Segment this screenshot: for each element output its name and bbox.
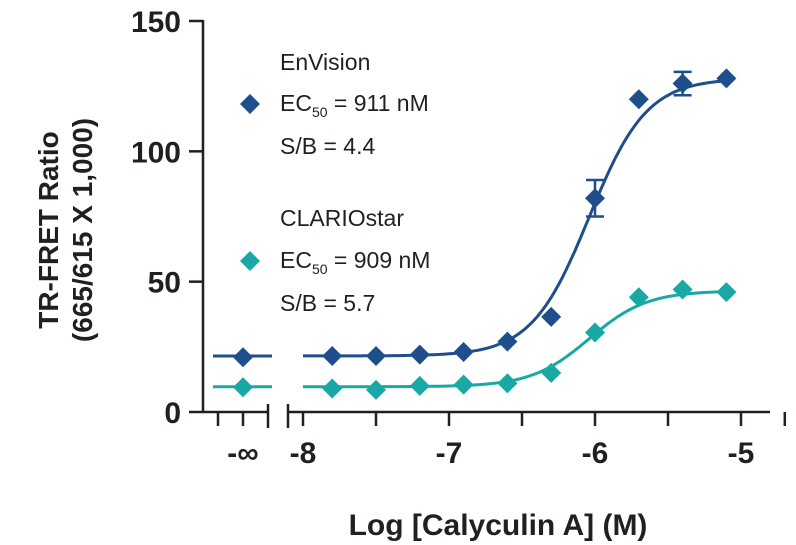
x-tick-label: -7 <box>436 437 463 470</box>
legend-series-name-envision: EnVision <box>280 49 370 75</box>
data-point-envision <box>322 345 343 366</box>
y-tick-label: 0 <box>164 397 181 430</box>
data-points <box>233 68 737 400</box>
x-tick-label-neg-infinity: -∞ <box>227 437 258 470</box>
data-point-zero-envision <box>233 347 253 368</box>
x-tick-label: -6 <box>582 437 609 470</box>
tick-labels: 0 50 100 150 -8 -7 -6 -5 -∞ <box>131 6 754 470</box>
x-tick-label: -5 <box>728 437 755 470</box>
data-point-clariostar <box>585 322 605 343</box>
legend-marker-envision <box>240 94 260 114</box>
data-point-clariostar <box>366 379 386 400</box>
legend-ec50-sub-clariostar: 50 <box>312 261 328 277</box>
data-point-envision <box>497 331 518 352</box>
legend-marker-clariostar <box>240 251 260 271</box>
legend-diamond-envision <box>240 94 260 114</box>
legend-sb-clariostar: S/B = 5.7 <box>280 290 375 316</box>
x-tick-label: -8 <box>290 437 317 470</box>
legend: EnVision EC50 = 911 nM S/B = 4.4 CLARIOs… <box>240 49 430 316</box>
legend-ec50-label-envision: EC <box>280 90 312 116</box>
legend-ec50-value-clariostar: = 909 nM <box>328 247 431 273</box>
data-point-envision <box>628 89 649 110</box>
data-point-envision <box>672 73 693 94</box>
data-point-clariostar <box>497 373 518 394</box>
legend-series-name-clariostar: CLARIOstar <box>280 205 404 231</box>
y-tick-label: 150 <box>131 6 181 39</box>
data-point-envision <box>716 68 737 89</box>
y-axis-title: TR-FRET Ratio (665/615 X 1,000) <box>33 118 98 342</box>
legend-ec50-sub-envision: 50 <box>312 104 328 120</box>
data-point-envision <box>453 342 474 363</box>
fit-curves <box>213 79 727 389</box>
y-tick-label: 50 <box>148 267 181 300</box>
data-point-zero-clariostar <box>233 377 253 398</box>
y-tick-label: 100 <box>131 136 181 169</box>
data-point-envision <box>585 188 605 209</box>
data-point-clariostar <box>716 282 737 303</box>
data-point-clariostar <box>409 375 430 396</box>
legend-ec50-clariostar: EC50 = 909 nM <box>280 247 430 277</box>
legend-ec50-value-envision: = 911 nM <box>328 90 429 116</box>
data-point-clariostar <box>453 374 474 395</box>
legend-sb-envision: S/B = 4.4 <box>280 133 375 159</box>
axes <box>189 19 787 428</box>
data-point-clariostar <box>541 362 562 383</box>
y-axis-title-line2: (665/615 X 1,000) <box>67 118 98 342</box>
data-point-clariostar <box>322 378 343 399</box>
x-axis-title: Log [Calyculin A] (M) <box>349 509 648 542</box>
data-point-clariostar <box>628 287 649 308</box>
data-point-envision <box>366 345 386 366</box>
legend-diamond-clariostar <box>240 251 260 271</box>
legend-ec50-envision: EC50 = 911 nM <box>280 90 429 120</box>
y-axis-title-line1: TR-FRET Ratio <box>33 131 64 329</box>
data-point-envision <box>541 306 562 327</box>
legend-ec50-label-clariostar: EC <box>280 247 312 273</box>
data-point-envision <box>409 344 430 365</box>
data-point-clariostar <box>672 279 693 300</box>
